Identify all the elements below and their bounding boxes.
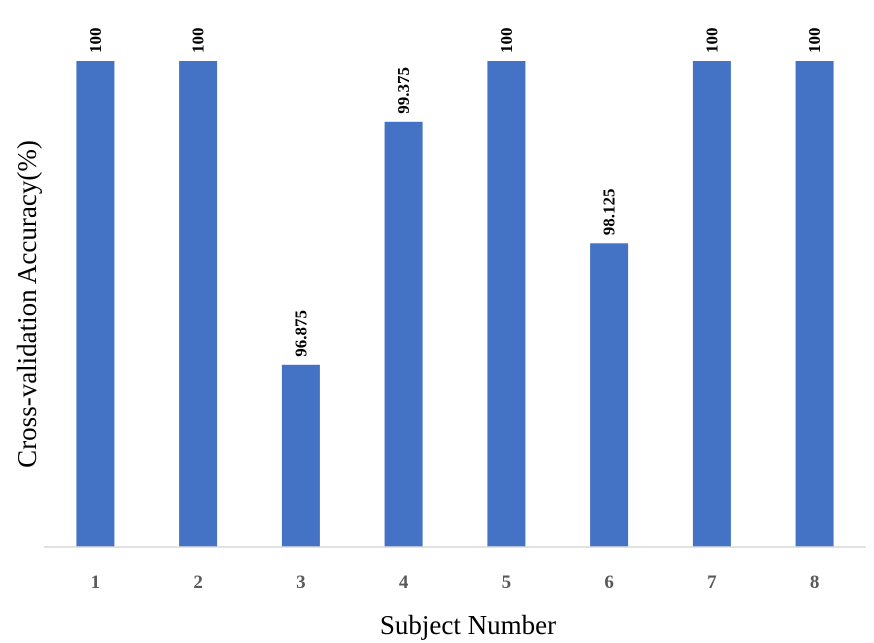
bar-value-label-subject-7: 100 [702,28,721,54]
x-tick-label-1: 1 [91,572,101,593]
bar-value-label-subject-2: 100 [189,28,208,54]
bar-value-label-subject-3: 96.875 [291,310,310,357]
bar-subject-7 [692,61,731,547]
x-tick-label-5: 5 [502,572,512,593]
bar-subject-6 [590,243,629,548]
bar-subject-1 [76,61,115,547]
bar-subject-4 [384,121,423,548]
bar-subject-3 [281,364,320,548]
bar-subject-5 [487,61,526,547]
x-tick-label-3: 3 [296,572,306,593]
bars-group [76,61,834,548]
bar-value-label-subject-6: 98.125 [600,189,619,236]
bar-value-label-subject-4: 99.375 [394,67,413,114]
x-tick-label-2: 2 [193,572,203,593]
bar-value-label-subject-5: 100 [497,28,516,54]
bar-value-labels: 100 100 96.875 99.375 100 98.125 100 100 [86,28,824,357]
x-tick-label-7: 7 [707,572,717,593]
x-tick-label-6: 6 [604,572,614,593]
x-tick-label-4: 4 [399,572,409,593]
bar-subject-8 [795,61,834,547]
x-axis-title: Subject Number [380,610,556,640]
bar-subject-2 [179,61,218,547]
bar-value-label-subject-1: 100 [86,28,105,54]
bar-value-label-subject-8: 100 [805,28,824,54]
x-tick-label-8: 8 [810,572,820,593]
x-tick-labels: 1 2 3 4 5 6 7 8 [91,572,820,593]
y-axis-title: Cross-validation Accuracy(%) [12,140,42,468]
